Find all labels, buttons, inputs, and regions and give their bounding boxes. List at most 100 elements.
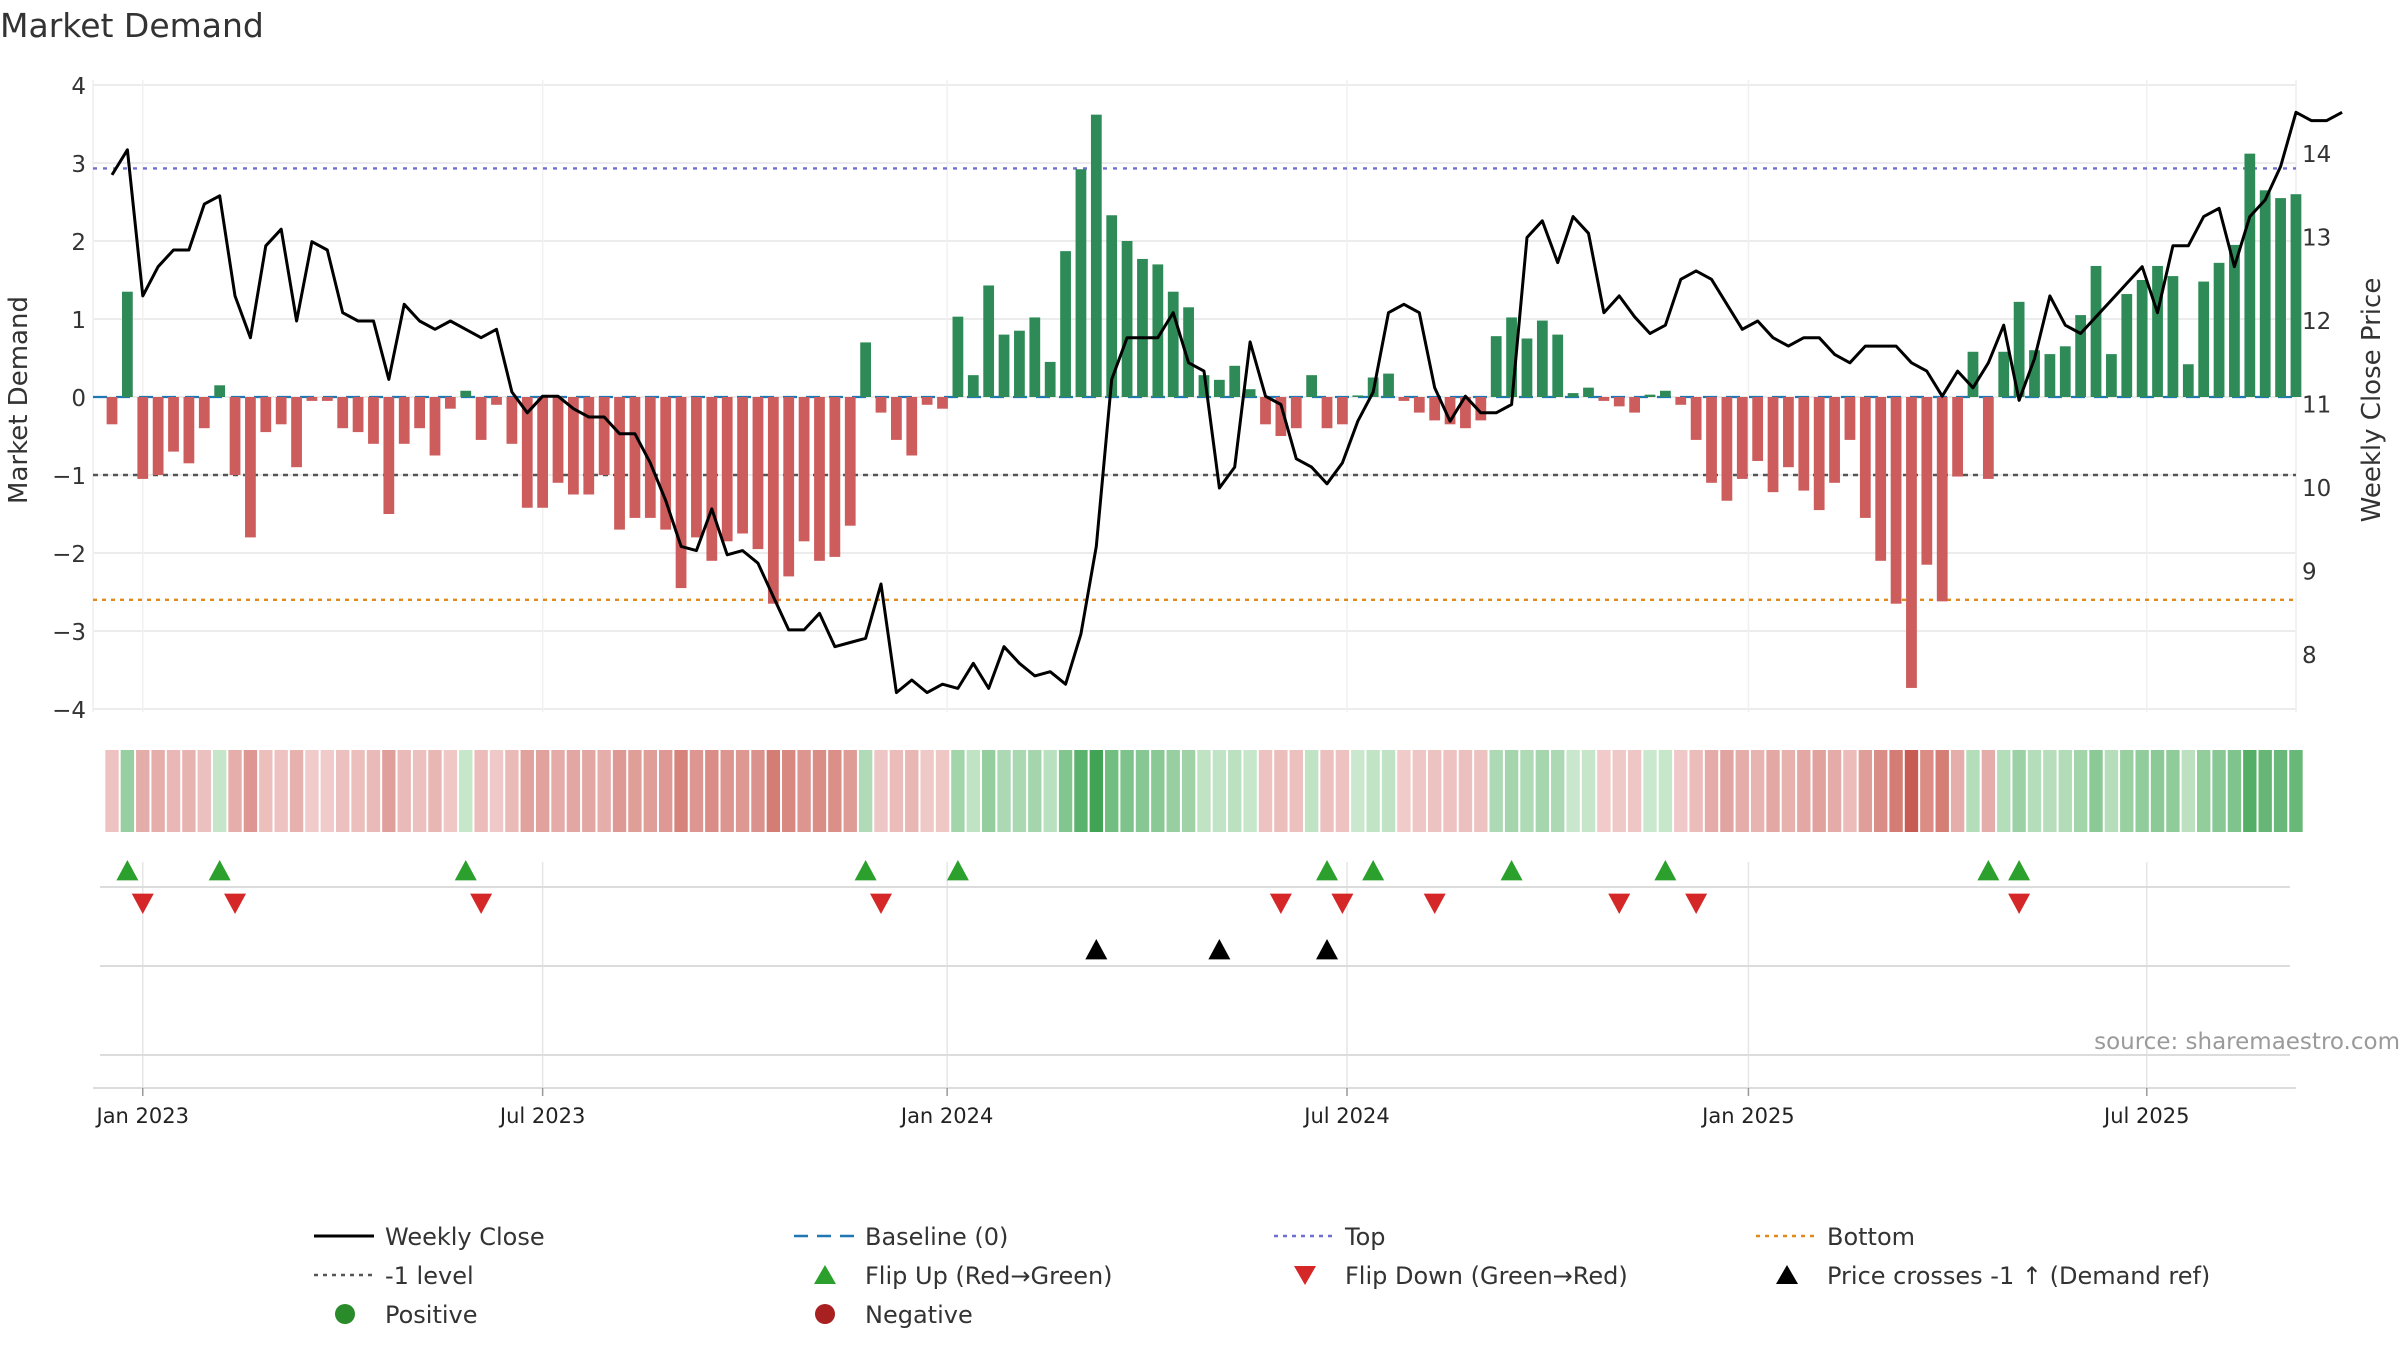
weekly-close-line xyxy=(110,110,2343,695)
heat-cell xyxy=(1889,750,1903,832)
legend-label: Bottom xyxy=(1827,1223,1915,1251)
demand-bar xyxy=(629,397,641,518)
heat-cell xyxy=(2104,750,2119,832)
heat-cell xyxy=(459,750,473,832)
heat-cell xyxy=(1166,750,1180,832)
heat-cell xyxy=(2258,750,2272,832)
demand-bar xyxy=(937,397,948,409)
demand-bar xyxy=(2229,244,2240,397)
heat-cell xyxy=(782,750,796,832)
demand-bar xyxy=(1383,373,1394,397)
heat-cell xyxy=(1658,750,1673,832)
heat-cell xyxy=(1074,750,1088,832)
heat-cell xyxy=(812,750,827,832)
demand-bar xyxy=(2244,153,2256,397)
heat-cell xyxy=(366,750,381,832)
heat-cell xyxy=(858,750,873,832)
heat-cell xyxy=(658,750,673,832)
heat-cell xyxy=(1489,750,1503,832)
heat-cell xyxy=(1320,750,1334,832)
heat-cell xyxy=(1950,750,1965,832)
demand-bar xyxy=(798,397,810,542)
heat-cell xyxy=(520,750,534,832)
demand-bar xyxy=(260,397,272,433)
heat-cell xyxy=(1135,750,1150,832)
demand-bar xyxy=(552,397,564,483)
legend-swatch xyxy=(815,1304,835,1324)
heat-cell xyxy=(597,750,611,832)
heat-cell xyxy=(1028,750,1042,832)
heat-cell xyxy=(1920,750,1934,832)
heat-cell xyxy=(1212,750,1227,832)
y-tick-label: −1 xyxy=(52,464,86,490)
legend-swatch xyxy=(1776,1265,1798,1284)
demand-bar xyxy=(1644,394,1656,397)
heat-cell xyxy=(2166,750,2180,832)
heat-cell xyxy=(981,750,996,832)
heat-cell xyxy=(766,750,781,832)
demand-bar xyxy=(1290,397,1302,429)
demand-bar xyxy=(1306,375,1318,397)
heat-cell xyxy=(212,750,227,832)
heat-cell xyxy=(828,750,842,832)
demand-bar xyxy=(737,397,748,534)
heat-cell xyxy=(1858,750,1873,832)
demand-bar xyxy=(767,397,779,604)
heat-cell xyxy=(1443,750,1457,832)
heat-cell xyxy=(197,750,211,832)
heat-cell xyxy=(535,750,550,832)
demand-bar xyxy=(1629,397,1641,413)
flip-down-marker xyxy=(1685,893,1708,914)
demand-bar xyxy=(1936,397,1948,602)
demand-bar xyxy=(752,397,764,550)
heat-cell xyxy=(289,750,304,832)
demand-bar xyxy=(460,390,472,397)
flip-up-marker xyxy=(1500,860,1523,881)
demand-bar xyxy=(337,397,349,429)
heat-cell xyxy=(2073,750,2088,832)
heat-cell xyxy=(889,750,904,832)
heat-cell xyxy=(551,750,565,832)
demand-bar xyxy=(1783,397,1794,468)
demand-bar xyxy=(598,397,610,475)
demand-bar xyxy=(2121,294,2133,397)
demand-bar xyxy=(368,397,379,444)
demand-bar xyxy=(691,397,702,538)
demand-bar xyxy=(321,397,333,401)
heat-cell xyxy=(2196,750,2211,832)
demand-bar xyxy=(1106,215,1118,397)
demand-bar xyxy=(998,334,1010,397)
heat-cell xyxy=(120,750,135,832)
heat-cell xyxy=(1551,750,1565,832)
demand-bar xyxy=(1952,397,1963,477)
demand-bar xyxy=(1413,397,1425,413)
y-tick-label: −4 xyxy=(52,698,86,724)
demand-bars xyxy=(106,114,2302,688)
heat-cell xyxy=(628,750,642,832)
flip-up-marker xyxy=(1977,860,2000,881)
axes: Market Demand Weekly Close Price 43210−1… xyxy=(4,74,2387,724)
heat-cell xyxy=(274,750,288,832)
demand-bar xyxy=(1536,320,1548,397)
heat-cell xyxy=(1997,750,2011,832)
legend-label: Negative xyxy=(865,1301,973,1329)
demand-bar xyxy=(383,397,395,514)
demand-bar xyxy=(860,342,872,397)
legend-label: Flip Up (Red→Green) xyxy=(865,1262,1113,1290)
heat-cell xyxy=(797,750,811,832)
demand-bar xyxy=(306,397,318,401)
demand-bar xyxy=(1014,330,1025,397)
demand-bar xyxy=(1352,395,1364,397)
demand-bar xyxy=(921,397,933,405)
heat-cell xyxy=(1012,750,1027,832)
legend-label: Flip Down (Green→Red) xyxy=(1345,1262,1628,1290)
heat-cell xyxy=(1704,750,1719,832)
legend-label: Positive xyxy=(385,1301,478,1329)
demand-bar xyxy=(644,397,656,518)
demand-bar xyxy=(1429,397,1441,421)
legend-label: Baseline (0) xyxy=(865,1223,1008,1251)
demand-bar xyxy=(1229,365,1241,397)
demand-bar xyxy=(1398,397,1410,401)
heat-cell xyxy=(1504,750,1519,832)
heat-cell xyxy=(1874,750,1888,832)
